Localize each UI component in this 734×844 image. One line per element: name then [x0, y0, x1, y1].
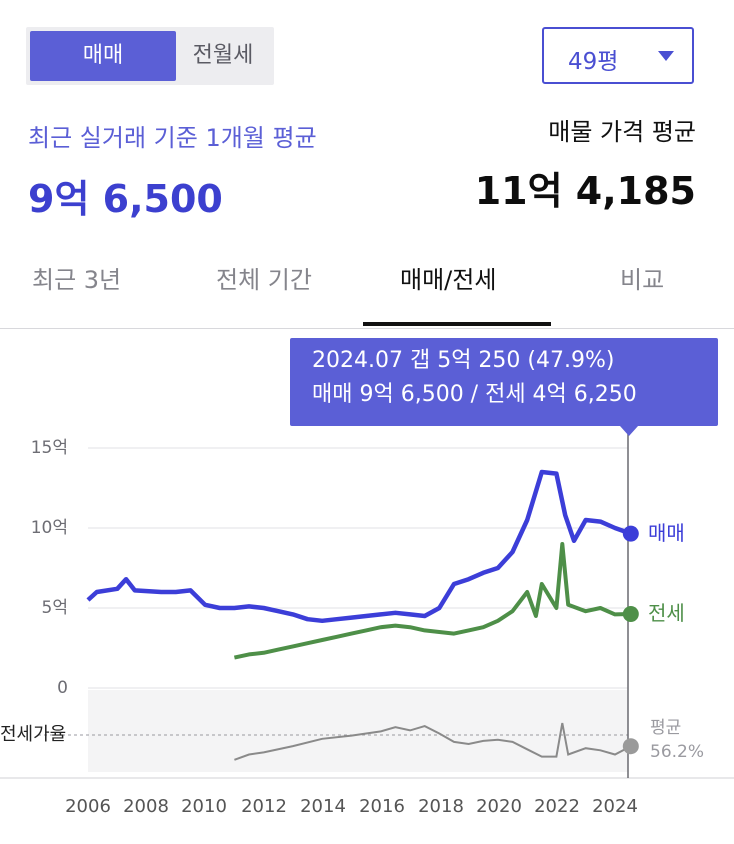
- x-tick-label: 2012: [241, 796, 287, 817]
- jeonse-series-label: 전세: [648, 601, 685, 625]
- x-tick-label: 2010: [181, 796, 227, 817]
- recent-price-label: 최근 실거래 기준 1개월 평균: [28, 124, 317, 152]
- ratio-average-label: 평균: [650, 718, 681, 738]
- y-tick-label: 0: [57, 678, 68, 698]
- tooltip-gap-line: 2024.07 갭 5억 250 (47.9%): [312, 348, 615, 373]
- listing-average-value: 11억 4,185: [474, 169, 696, 213]
- x-tick-label: 2020: [476, 796, 522, 817]
- ratio-panel-bg: [88, 690, 628, 772]
- x-tick-label: 2024: [592, 796, 638, 817]
- chart-tooltip: 2024.07 갭 5억 250 (47.9%) 매매 9억 6,500 / 전…: [290, 338, 718, 436]
- ratio-endpoint-marker: [622, 738, 639, 755]
- sale-endpoint-marker: [622, 525, 639, 542]
- size-dropdown-value: 49평: [568, 49, 619, 75]
- tab-rent-button[interactable]: 전월세: [192, 43, 254, 68]
- x-tick-label: 2008: [123, 796, 169, 817]
- caret-down-icon: [658, 51, 674, 61]
- tab-compare[interactable]: 비교: [620, 266, 665, 294]
- tab-recent-3y[interactable]: 최근 3년: [32, 266, 122, 294]
- y-tick-label: 15억: [31, 438, 68, 458]
- size-dropdown[interactable]: 49평: [542, 27, 694, 84]
- x-tick-label: 2016: [359, 796, 405, 817]
- x-tick-label: 2006: [65, 796, 111, 817]
- price-chart[interactable]: 15억 10억 5억 0 전세가율 2006 2008 2010 2012 20…: [0, 420, 734, 844]
- x-tick-labels: 2006 2008 2010 2012 2014 2016 2018 2020 …: [65, 796, 638, 817]
- series-line-sale: [86, 469, 632, 624]
- period-tabs: 최근 3년 전체 기간 매매/전세 비교: [0, 240, 734, 329]
- tooltip-arrow: [620, 426, 638, 436]
- jeonse-endpoint-marker: [622, 606, 639, 622]
- series-line-ratio: [234, 722, 632, 761]
- x-tick-label: 2018: [418, 796, 464, 817]
- tab-sale-jeonse[interactable]: 매매/전세: [400, 266, 497, 294]
- tab-all-period[interactable]: 전체 기간: [216, 266, 312, 294]
- listing-average-label: 매물 가격 평균: [548, 118, 696, 146]
- trade-type-toggle: 매매 전월세: [26, 27, 274, 85]
- active-tab-indicator: [363, 322, 551, 326]
- ratio-axis-label: 전세가율: [0, 724, 66, 745]
- x-tick-label: 2022: [534, 796, 580, 817]
- y-tick-label: 10억: [31, 518, 68, 538]
- recent-price-value: 9억 6,500: [28, 177, 223, 221]
- sale-series-label: 매매: [648, 521, 685, 545]
- y-tick-label: 5억: [42, 598, 68, 618]
- ratio-average-value: 56.2%: [650, 742, 704, 762]
- tooltip-price-line: 매매 9억 6,500 / 전세 4억 6,250: [312, 382, 637, 407]
- series-line-jeonse: [233, 542, 631, 660]
- tab-sale-button[interactable]: 매매: [30, 31, 176, 81]
- x-tick-label: 2014: [300, 796, 346, 817]
